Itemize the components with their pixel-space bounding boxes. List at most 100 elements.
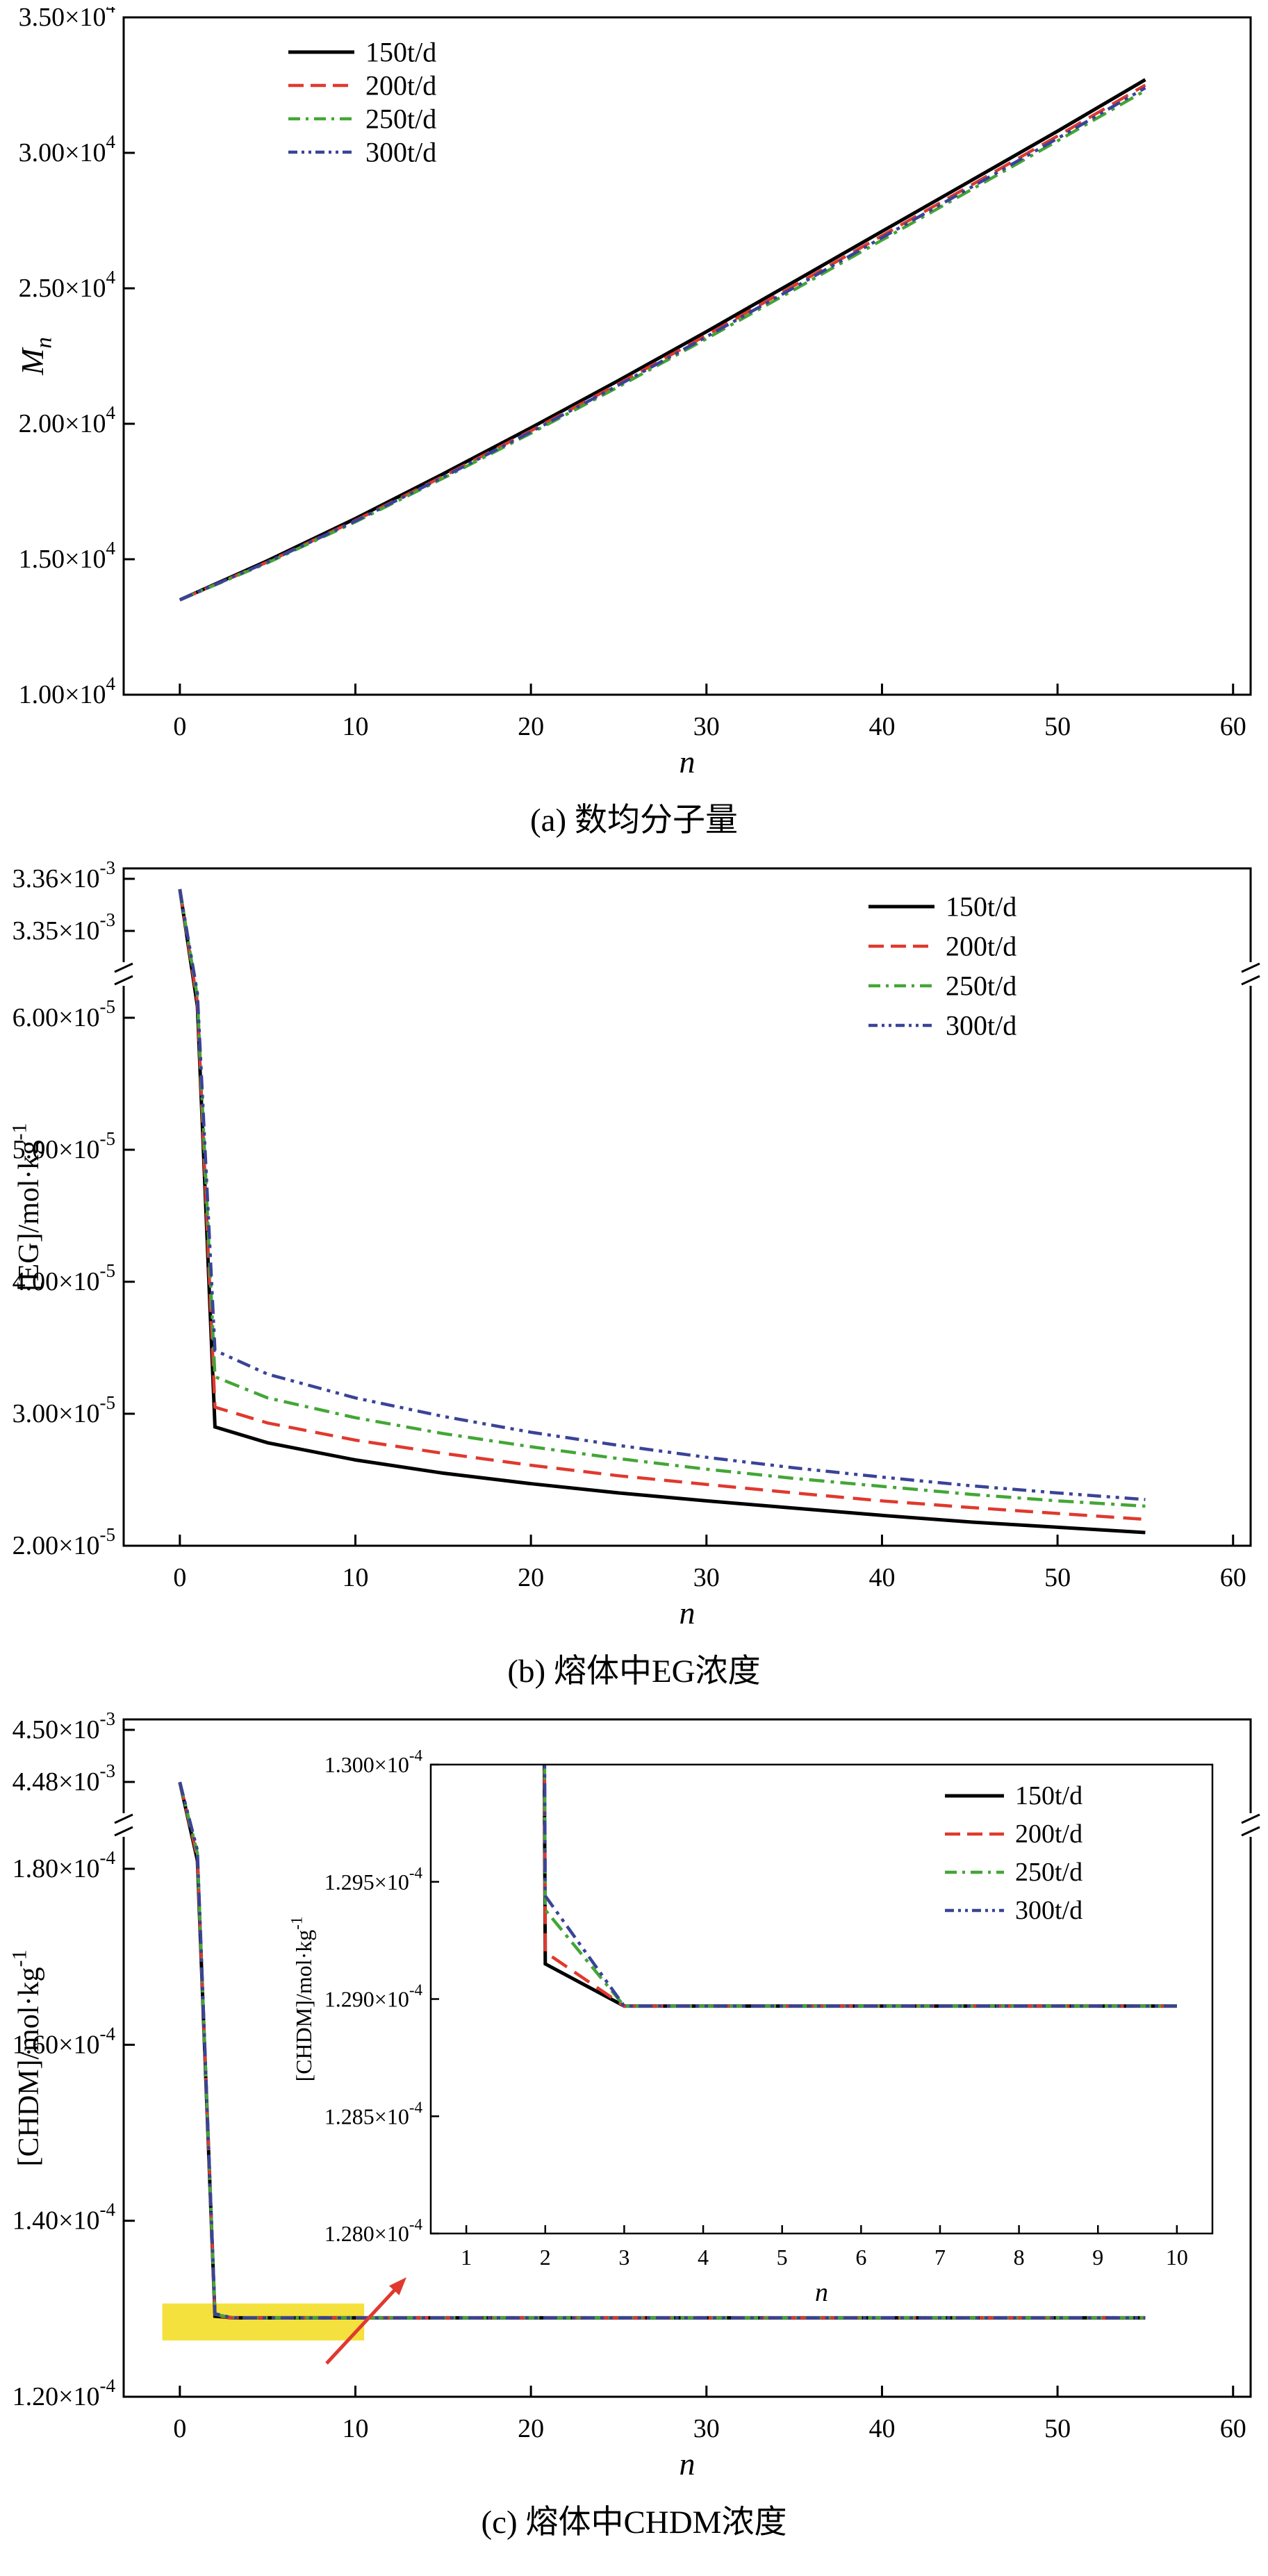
legend-label: 150t/d: [365, 37, 436, 68]
series-line-200t/d: [179, 83, 1146, 602]
x-tick-label: 5: [777, 2245, 788, 2270]
x-axis-label: n: [680, 744, 695, 779]
caption-c: (c) 熔体中CHDM浓度: [481, 2504, 787, 2541]
x-tick-label: 40: [868, 1563, 895, 1592]
x-tick-label: 7: [934, 2245, 946, 2270]
highlight-region: [162, 2303, 365, 2340]
y-tick-label: 1.20×10-4: [13, 2375, 116, 2411]
y-tick-label: 3.00×104: [19, 131, 116, 167]
y-axis-label: [CHDM]/mol·kg-1: [8, 1950, 45, 2167]
series-line-300t/d: [178, 1781, 1146, 2320]
legend-label: 300t/d: [365, 137, 436, 168]
zoom-arrow: [325, 2288, 397, 2365]
y-tick-label: 1.50×104: [19, 538, 116, 574]
y-tick-label: 1.40×10-4: [13, 2199, 116, 2236]
x-tick-label: 50: [1044, 1563, 1071, 1592]
series-line-200t/d: [178, 889, 1146, 1521]
x-tick-label: 40: [868, 712, 895, 741]
x-tick-label: 1: [461, 2245, 472, 2270]
ca-series-group: [179, 78, 1146, 602]
legend-label: 250t/d: [365, 104, 436, 135]
cb-plot-frame: [122, 867, 1252, 1547]
x-tick-label: 10: [342, 712, 368, 741]
x-tick-label: 60: [1220, 1563, 1246, 1592]
chart-b-eg-concentration: 0 10 20 30 40 50 60 3.36×10-3 3.35×10-3 6.00×10-5…: [0, 858, 1268, 1640]
y-tick-label: 3.35×10-3: [13, 909, 115, 946]
x-tick-label: 4: [698, 2245, 709, 2270]
x-tick-label: 9: [1092, 2245, 1103, 2270]
chart-a-number-average-molecular-weight: 0 10 20 30 40 50 60 3.50×104 3.00×104 2.50×104 2.0…: [0, 7, 1268, 789]
x-tick-label: 20: [518, 2414, 544, 2443]
x-axis-label: n: [680, 1595, 695, 1630]
x-tick-label: 20: [518, 1563, 544, 1592]
legend-label: 200t/d: [1015, 1819, 1082, 1849]
y-tick-label: 1.295×10-4: [324, 1864, 423, 1894]
y-axis-label: Mn: [15, 337, 57, 376]
y-tick-label: 1.280×10-4: [324, 2215, 423, 2246]
legend-label: 150t/d: [946, 891, 1016, 923]
x-tick-label: 8: [1014, 2245, 1025, 2270]
legend-label: 250t/d: [946, 971, 1016, 1002]
series-line-300t/d: [179, 86, 1146, 602]
y-tick-label: 1.300×10-4: [324, 1747, 423, 1777]
y-tick-label: 1.80×10-4: [13, 1847, 116, 1883]
x-tick-label: 0: [173, 2414, 186, 2443]
x-tick-label: 0: [173, 712, 186, 741]
series-line-300t/d: [178, 889, 1146, 1501]
y-axis-label: [EG]/mol·kg-1: [8, 1123, 45, 1291]
ca-plot-frame: [122, 16, 1252, 696]
x-tick-label: 10: [1166, 2245, 1188, 2270]
x-tick-label: 60: [1220, 2414, 1246, 2443]
y-tick-label: 4.50×10-3: [13, 1709, 115, 1744]
series-line-250t/d: [178, 889, 1146, 1508]
y-tick-label: 3.36×10-3: [13, 858, 115, 893]
y-tick-label: 3.00×10-5: [13, 1392, 115, 1428]
y-tick-label: 4.00×10-5: [13, 1260, 115, 1296]
panel-c: 0 10 20 30 40 50 60 4.50×10-3 4.48×10-3 1.80×10-4…: [0, 1709, 1268, 2546]
x-tick-label: 30: [693, 2414, 720, 2443]
panel-b: 0 10 20 30 40 50 60 3.36×10-3 3.35×10-3 6.00×10-5…: [0, 858, 1268, 1695]
y-tick-label: 2.00×104: [19, 402, 116, 438]
cb-series-group: [178, 889, 1146, 1535]
x-tick-label: 0: [173, 1563, 186, 1592]
y-tick-label: 5.00×10-5: [13, 1128, 115, 1164]
cic-series-group: [542, 1765, 1177, 2008]
cic-plot-frame: [429, 1763, 1214, 2235]
y-tick-label: 1.290×10-4: [324, 1981, 423, 2012]
chart-c-chdm-concentration: 0 10 20 30 40 50 60 4.50×10-3 4.48×10-3 1.80×10-4…: [0, 1709, 1268, 2491]
x-tick-label: 10: [342, 1563, 368, 1592]
series-line-300t/d: [543, 1765, 1177, 2008]
x-axis-label: n: [680, 2446, 695, 2482]
y-tick-label: 1.60×10-4: [13, 2023, 116, 2059]
legend-label: 300t/d: [1015, 1896, 1082, 1925]
x-tick-label: 3: [618, 2245, 629, 2270]
x-tick-label: 2: [540, 2245, 551, 2270]
y-tick-label: 6.00×10-5: [13, 996, 115, 1032]
y-tick-label: 1.285×10-4: [324, 2098, 423, 2129]
panel-a: 0 10 20 30 40 50 60 3.50×104 3.00×104 2.50×104 2.0…: [0, 7, 1268, 844]
x-axis-label: n: [815, 2278, 828, 2307]
legend-label: 250t/d: [1015, 1858, 1082, 1887]
x-tick-label: 30: [693, 712, 720, 741]
x-tick-label: 10: [342, 2414, 368, 2443]
x-tick-label: 50: [1044, 712, 1071, 741]
y-tick-label: 3.50×104: [19, 7, 116, 32]
y-tick-label: 2.50×104: [19, 267, 116, 303]
x-tick-label: 6: [855, 2245, 866, 2270]
y-tick-label: 2.00×10-5: [13, 1524, 115, 1560]
y-axis-label: [CHDM]/mol·kg-1: [288, 1917, 316, 2082]
x-tick-label: 20: [518, 712, 544, 741]
caption-b: (b) 熔体中EG浓度: [507, 1653, 761, 1690]
legend-label: 150t/d: [1015, 1781, 1082, 1810]
legend-label: 300t/d: [946, 1010, 1016, 1041]
zoom-arrow-head: [388, 2277, 406, 2295]
x-tick-label: 30: [693, 1563, 720, 1592]
y-tick-label: 4.48×10-3: [13, 1760, 115, 1797]
cc-series-group: [178, 1781, 1146, 2320]
series-line-150t/d: [179, 78, 1146, 602]
x-tick-label: 50: [1044, 2414, 1071, 2443]
series-line-150t/d: [178, 889, 1146, 1535]
legend-label: 200t/d: [946, 931, 1016, 962]
caption-a: (a) 数均分子量: [530, 802, 738, 839]
